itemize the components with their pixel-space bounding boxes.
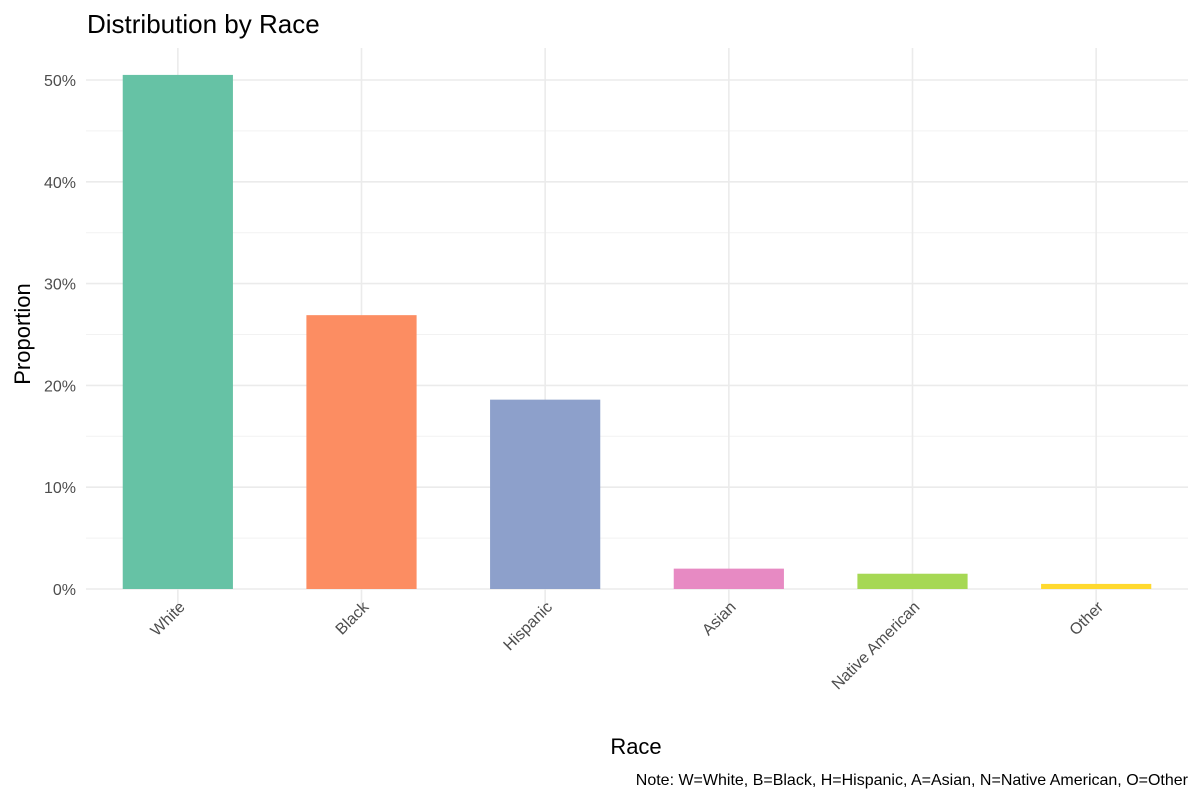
y-tick-label: 40% <box>44 175 76 192</box>
y-axis-title: Proportion <box>10 283 35 385</box>
y-tick-label: 30% <box>44 277 76 294</box>
chart-title: Distribution by Race <box>87 9 320 39</box>
bar-white <box>122 74 233 589</box>
x-tick-label: Other <box>1067 598 1108 639</box>
caption-note: Note: W=White, B=Black, H=Hispanic, A=As… <box>636 772 1189 789</box>
bar-hispanic <box>490 399 601 589</box>
y-tick-label: 50% <box>44 73 76 90</box>
y-tick-label: 0% <box>53 582 76 599</box>
bar-asian <box>673 568 784 589</box>
y-tick-label: 10% <box>44 480 76 497</box>
grid-lines <box>86 48 1188 614</box>
bar-black <box>306 315 417 589</box>
y-tick-label: 20% <box>44 378 76 395</box>
bar-other <box>1041 583 1152 589</box>
bar-native-american <box>857 573 968 589</box>
bars-group <box>122 74 1152 589</box>
x-axis-title: Race <box>610 734 661 759</box>
x-tick-label: Hispanic <box>501 599 556 654</box>
y-tick-labels: 0% 10% 20% 30% 40% 50% <box>44 73 76 599</box>
x-tick-label: Black <box>333 598 373 638</box>
x-tick-label: White <box>148 599 189 640</box>
x-tick-labels: White Black Hispanic Asian Native American Ot… <box>148 598 1108 693</box>
x-tick-label: Native American <box>829 599 923 693</box>
x-tick-label: Asian <box>699 599 739 639</box>
